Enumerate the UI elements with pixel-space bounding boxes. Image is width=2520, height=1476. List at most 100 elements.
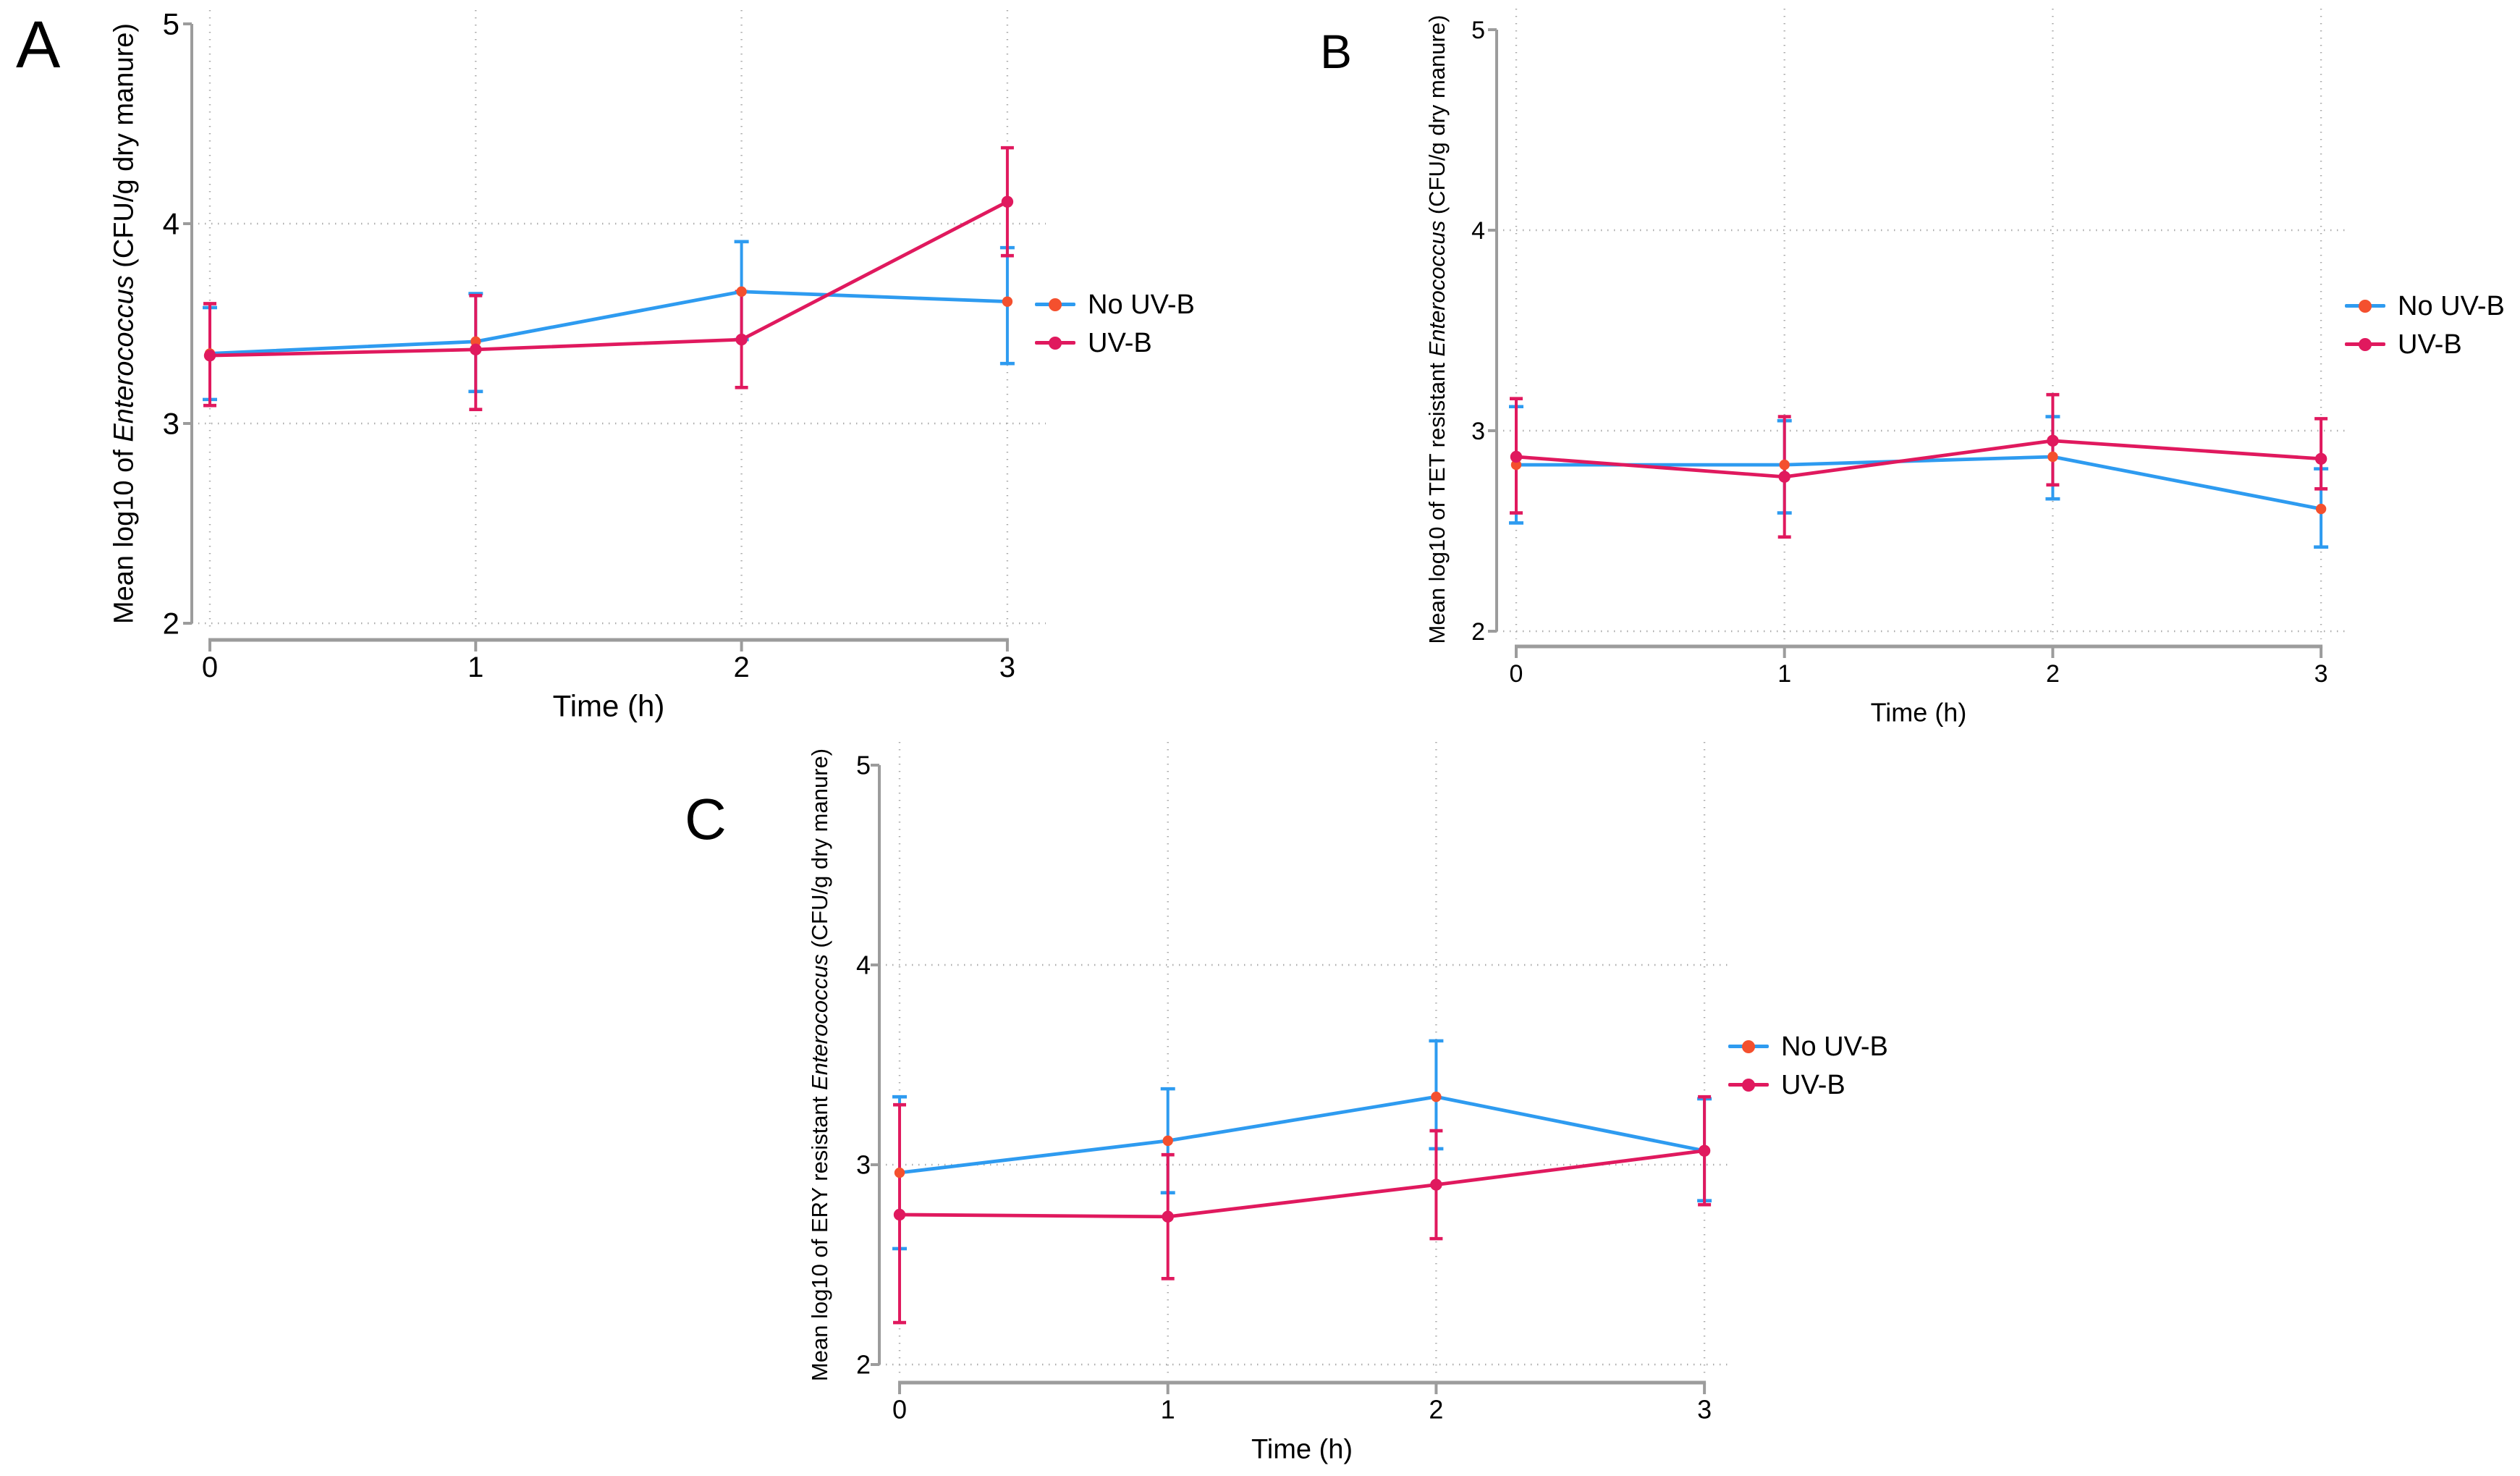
- panel-a-y-axis-title: Mean log10 of Enterococcus (CFU/g dry ma…: [109, 23, 140, 624]
- data-point-uvb: [470, 343, 482, 356]
- data-point-no-uvb: [894, 1167, 905, 1178]
- data-point-uvb: [893, 1208, 906, 1221]
- y-tick-label: 2: [856, 1350, 871, 1380]
- panel-c-plot: 2 3 4 5 0 1 2 3 Time (h): [856, 742, 1728, 1464]
- panel-b-legend: No UV-B UV-B: [2345, 287, 2505, 363]
- legend-label-uvb: UV-B: [1781, 1069, 1845, 1100]
- panel-c-label: C: [685, 787, 727, 851]
- legend-item-uvb: UV-B: [1035, 324, 1195, 362]
- data-point-no-uvb: [736, 286, 747, 298]
- series-line-no-uvb: [899, 1095, 1705, 1175]
- y-tick-label: 3: [1471, 418, 1485, 445]
- x-tick-label: 1: [1777, 660, 1791, 688]
- x-tick-label: 0: [1510, 660, 1523, 688]
- x-tick-label: 2: [733, 651, 749, 683]
- data-point-no-uvb: [1431, 1091, 1442, 1102]
- ylabel-a-species: Enterococcus: [109, 275, 140, 442]
- data-point-uvb: [1001, 195, 1014, 208]
- x-tick-label: 3: [2314, 660, 2328, 688]
- data-point-uvb: [1510, 450, 1523, 463]
- y-tick-label: 4: [163, 207, 179, 241]
- data-point-uvb: [2314, 452, 2327, 465]
- y-tick-label: 3: [856, 1150, 871, 1180]
- ylabel-c-prefix: Mean log10 of ERY resistant: [807, 1089, 832, 1382]
- data-point-uvb: [1162, 1210, 1174, 1223]
- y-tick-label: 4: [856, 950, 871, 980]
- legend-marker-uvb-icon: [2359, 337, 2372, 351]
- legend-line-uvb-icon: [2345, 337, 2385, 351]
- data-point-no-uvb: [1002, 296, 1013, 307]
- x-axis-title: Time (h): [553, 689, 665, 723]
- x-tick-label: 2: [1429, 1395, 1443, 1425]
- series-line-uvb: [899, 1149, 1705, 1219]
- data-point-uvb: [203, 349, 216, 362]
- series-line-no-uvb: [1516, 455, 2322, 511]
- legend-label-no-uvb: No UV-B: [1088, 289, 1195, 320]
- data-point-no-uvb: [1510, 459, 1522, 471]
- data-point-uvb: [1698, 1144, 1711, 1157]
- data-point-uvb: [1778, 471, 1790, 483]
- x-tick-label: 0: [202, 651, 218, 683]
- y-tick-label: 3: [163, 407, 179, 441]
- legend-line-uvb-icon: [1035, 336, 1075, 350]
- x-tick-label: 0: [892, 1395, 907, 1425]
- panel-b-y-axis-title: Mean log10 of TET resistant Enterococcus…: [1424, 15, 1450, 644]
- series-line-no-uvb: [209, 290, 1007, 355]
- data-point-no-uvb: [1779, 459, 1790, 471]
- legend-marker-no-uvb-icon: [1049, 298, 1062, 311]
- data-point-no-uvb: [2047, 451, 2058, 463]
- legend-marker-no-uvb-icon: [1742, 1039, 1755, 1053]
- legend-item-no-uvb: No UV-B: [1728, 1027, 1888, 1066]
- panel-a-legend: No UV-B UV-B: [1035, 285, 1195, 362]
- x-tick-label: 3: [1697, 1395, 1712, 1425]
- panel-a-plot: 2 3 4 5 0 1 2 3 Time (h): [163, 7, 1046, 723]
- y-tick-label: 2: [163, 607, 179, 641]
- y-tick-label: 5: [1471, 17, 1485, 44]
- x-axis-title: Time (h): [1251, 1434, 1353, 1464]
- legend-item-no-uvb: No UV-B: [2345, 287, 2505, 325]
- y-tick-label: 5: [163, 7, 179, 41]
- legend-item-uvb: UV-B: [1728, 1066, 1888, 1104]
- legend-line-no-uvb-icon: [2345, 299, 2385, 313]
- legend-marker-uvb-icon: [1049, 336, 1062, 350]
- panel-b-label: B: [1320, 25, 1353, 78]
- data-point-uvb: [1430, 1178, 1442, 1191]
- ylabel-b-suffix: (CFU/g dry manure): [1424, 14, 1450, 221]
- panel-c-legend: No UV-B UV-B: [1728, 1027, 1888, 1104]
- y-tick-label: 5: [856, 751, 871, 780]
- series-line-uvb: [1515, 439, 2322, 479]
- data-point-uvb: [735, 333, 748, 346]
- legend-item-uvb: UV-B: [2345, 325, 2505, 363]
- ylabel-c-species: Enterococcus: [807, 954, 832, 1090]
- legend-marker-no-uvb-icon: [2359, 299, 2372, 313]
- y-tick-label: 4: [1471, 217, 1485, 245]
- legend-line-uvb-icon: [1728, 1078, 1769, 1092]
- data-point-uvb: [2047, 434, 2059, 447]
- panel-b-plot: 2 3 4 5 0 1 2 3 Time (h): [1471, 9, 2347, 728]
- data-point-no-uvb: [2315, 503, 2327, 515]
- ylabel-b-prefix: Mean log10 of TET resistant: [1424, 356, 1450, 644]
- legend-marker-uvb-icon: [1742, 1078, 1755, 1092]
- data-point-no-uvb: [470, 336, 481, 347]
- legend-label-no-uvb: No UV-B: [1781, 1031, 1888, 1062]
- x-tick-label: 2: [2046, 660, 2060, 688]
- x-tick-label: 1: [1161, 1395, 1175, 1425]
- ylabel-a-prefix: Mean log10 of: [109, 442, 140, 625]
- x-tick-label: 1: [468, 651, 483, 683]
- x-axis-title: Time (h): [1871, 698, 1967, 728]
- panel-c-y-axis-title: Mean log10 of ERY resistant Enterococcus…: [807, 748, 833, 1381]
- legend-line-no-uvb-icon: [1728, 1039, 1769, 1053]
- legend-line-no-uvb-icon: [1035, 298, 1075, 311]
- data-point-no-uvb: [1162, 1135, 1173, 1147]
- legend-label-uvb: UV-B: [2398, 329, 2462, 360]
- legend-label-uvb: UV-B: [1088, 327, 1152, 358]
- y-tick-label: 2: [1471, 618, 1485, 646]
- legend-label-no-uvb: No UV-B: [2398, 290, 2505, 321]
- ylabel-b-species: Enterococcus: [1424, 220, 1450, 357]
- panel-a-label: A: [16, 8, 61, 82]
- x-tick-label: 3: [999, 651, 1015, 683]
- legend-item-no-uvb: No UV-B: [1035, 285, 1195, 324]
- ylabel-c-suffix: (CFU/g dry manure): [807, 748, 832, 955]
